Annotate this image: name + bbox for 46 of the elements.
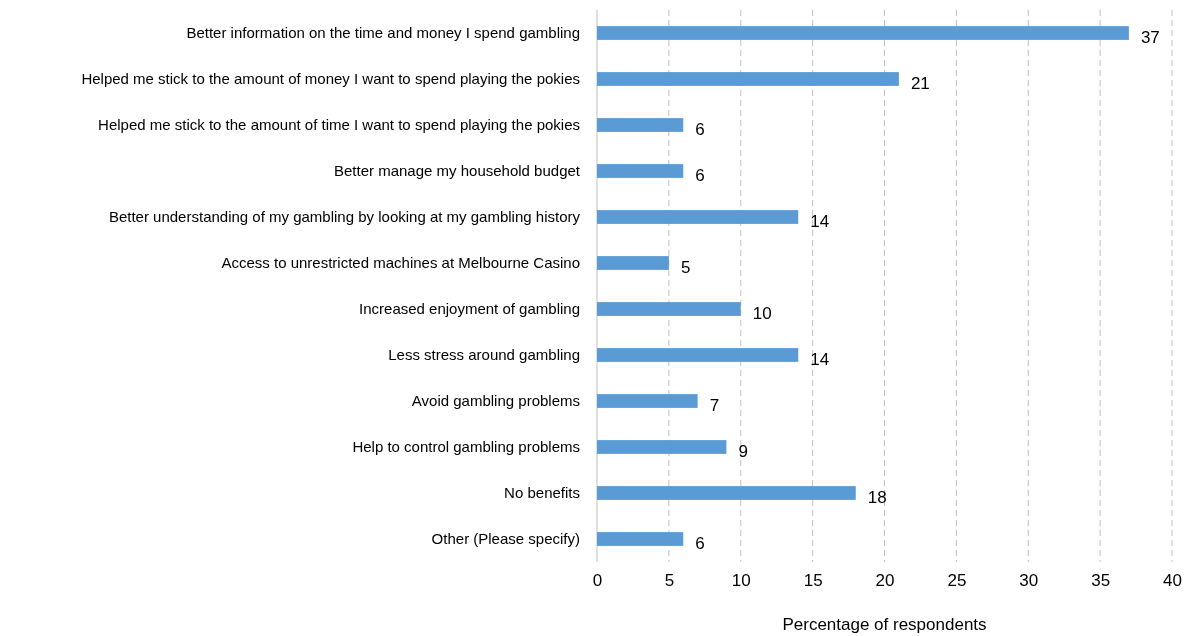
bar [597,26,1129,40]
x-tick-label: 5 [664,571,675,591]
y-tick-label: Less stress around gambling [388,346,580,363]
bar [597,256,669,270]
bar [597,440,727,454]
bar [597,394,698,408]
data-label: 6 [695,120,705,139]
bar [597,348,799,362]
data-label: 6 [695,166,705,185]
data-label: 21 [910,74,930,93]
y-tick-label: Better information on the time and money I spend gambling [186,24,580,41]
bar [597,118,684,132]
data-label: 37 [1140,28,1160,47]
bar [597,72,899,86]
y-tick-label: Other (Please specify) [431,530,580,547]
y-tick-label: Helped me stick to the amount of time I want to spend playing the pokies [98,116,580,133]
x-tick-label: 10 [731,571,751,591]
bar [597,164,684,178]
y-tick-label: Increased enjoyment of gambling [359,300,580,317]
y-tick-label: No benefits [504,484,580,501]
x-tick-label: 30 [1019,571,1039,591]
x-axis-title: Percentage of respondents [782,615,987,634]
data-label: 6 [695,534,705,553]
bar [597,486,856,500]
data-label: 18 [867,488,887,507]
x-tick-label: 25 [947,571,967,591]
data-label: 9 [738,442,748,461]
bar [597,210,799,224]
y-tick-label: Access to unrestricted machines at Melbourne Casino [221,254,580,271]
data-label: 5 [680,258,691,277]
x-tick-label: 20 [875,571,895,591]
x-tick-label: 35 [1091,571,1111,591]
y-tick-label: Helped me stick to the amount of money I want to spend playing the pokies [81,70,580,87]
data-label: 7 [709,396,720,415]
y-tick-label: Better manage my household budget [334,162,581,179]
x-tick-label: 15 [803,571,823,591]
x-tick-label: 40 [1163,571,1182,591]
data-label: 14 [810,350,830,369]
y-tick-label: Better understanding of my gambling by looking at my gambling history [108,208,581,225]
y-tick-label: Help to control gambling problems [352,438,580,455]
y-tick-label: Avoid gambling problems [411,392,580,409]
data-label: 10 [752,304,772,323]
bar [597,302,741,316]
bar [597,532,684,546]
x-tick-label: 0 [592,571,603,591]
data-label: 14 [810,212,830,231]
